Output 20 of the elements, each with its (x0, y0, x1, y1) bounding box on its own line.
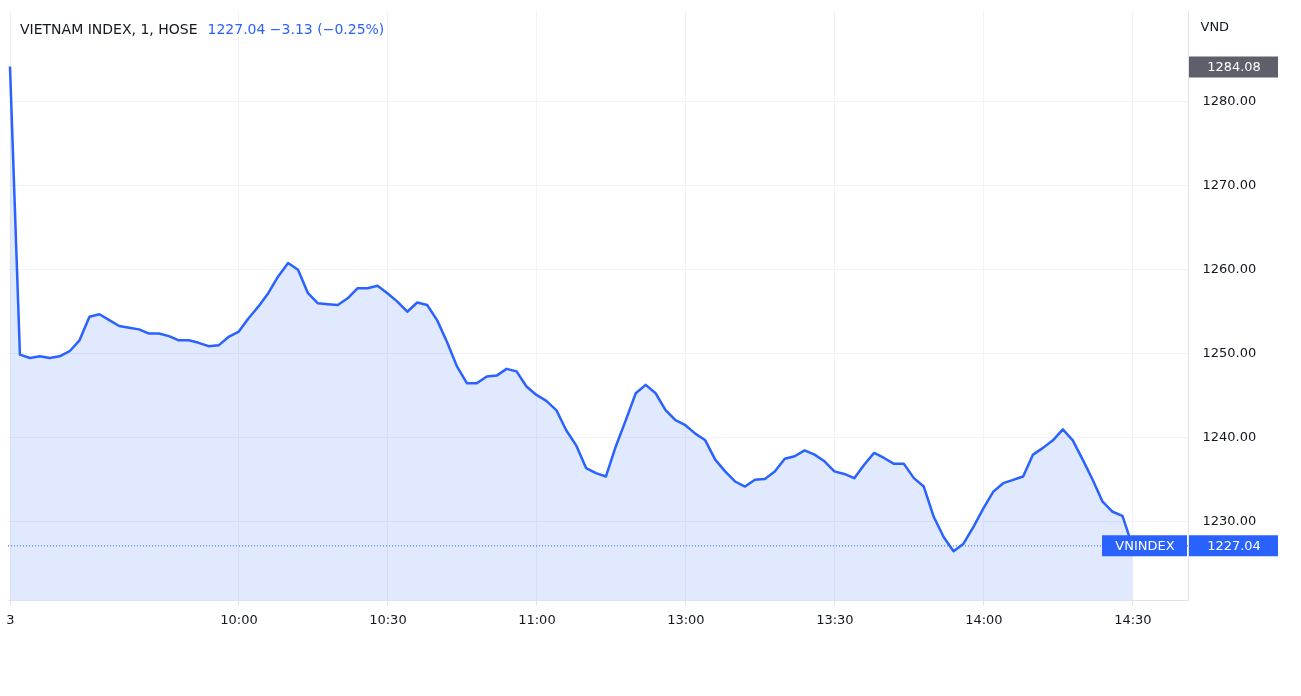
y-tick-label: 1280.00 (1202, 93, 1257, 109)
text: 1227.04 (1207, 537, 1261, 553)
y-axis-title: VND (1200, 18, 1230, 34)
ref-line-label: VNINDEX (1115, 537, 1175, 553)
x-tick-label: 3 (6, 611, 15, 627)
text: 1284.08 (1207, 59, 1261, 74)
y-tick-label: 1260.00 (1202, 261, 1257, 277)
x-tick-label: 13:00 (667, 611, 705, 627)
x-tick-label: 10:00 (220, 611, 258, 627)
y-tick-label: 1270.00 (1202, 177, 1257, 193)
x-tick-label: 13:30 (816, 611, 854, 627)
x-tick-label: 10:30 (369, 611, 407, 627)
text: 1227.04 −3.13 (−0.25%) (207, 21, 385, 37)
x-tick-label: 11:00 (518, 611, 556, 627)
text: VIETNAM INDEX, 1, HOSE (20, 21, 198, 37)
y-tick-label: 1240.00 (1202, 429, 1257, 445)
y-tick-label: 1230.00 (1202, 513, 1257, 529)
x-tick-label: 14:30 (1114, 611, 1152, 627)
y-tick-label: 1250.00 (1202, 345, 1257, 361)
x-tick-label: 14:00 (965, 611, 1003, 627)
